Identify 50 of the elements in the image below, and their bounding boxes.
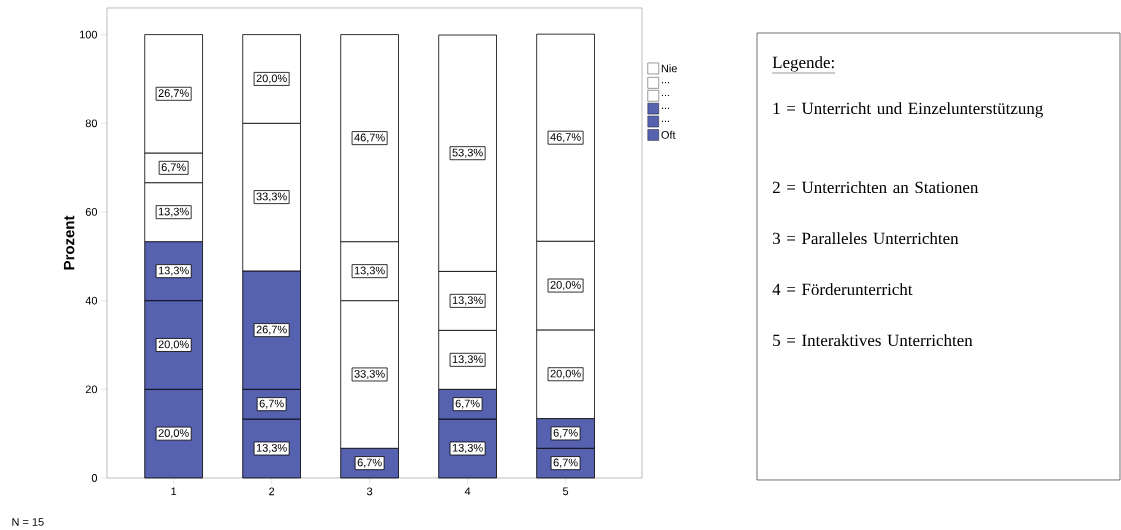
x-tick-label: 1 xyxy=(171,487,177,496)
x-tick-label: 2 xyxy=(269,487,275,496)
data-label: 26,7% xyxy=(158,89,189,99)
text: Legende: xyxy=(772,56,834,72)
data-label: 20,0% xyxy=(158,429,189,439)
data-label: 13,3% xyxy=(256,443,287,454)
data-label: 6,7% xyxy=(553,428,578,438)
text: 5 = Interaktives Unterrichten xyxy=(773,334,973,347)
data-label: 6,7% xyxy=(259,399,284,409)
data-label: 6,7% xyxy=(161,163,186,173)
y-axis-title: Prozent xyxy=(63,215,75,270)
text: N = 15 xyxy=(12,518,44,526)
y-tick-label: 0 xyxy=(91,474,98,482)
data-label: 13,3% xyxy=(452,443,483,454)
data-label: 46,7% xyxy=(354,133,385,143)
data-label: 13,3% xyxy=(452,296,483,306)
y-tick-label: 40 xyxy=(85,296,98,305)
data-label: 53,3% xyxy=(452,148,483,158)
y-tick-label: 80 xyxy=(85,119,98,128)
text: 4 = Förderunterricht xyxy=(772,283,913,296)
data-label: 20,0% xyxy=(550,369,581,379)
data-label: 13,3% xyxy=(354,266,385,276)
data-label: 6,7% xyxy=(553,458,578,468)
data-label: 20,0% xyxy=(256,74,287,84)
text: 3 = Paralleles Unterrichten xyxy=(773,232,959,245)
data-label: 6,7% xyxy=(455,399,480,409)
data-label: 13,3% xyxy=(452,355,483,365)
text: 1 = Unterricht und Einzelunterstützung xyxy=(773,102,1043,118)
data-label: 20,0% xyxy=(550,281,581,291)
legend-label: ... xyxy=(661,120,670,122)
data-label: 33,3% xyxy=(256,192,287,202)
legend-label: Oft xyxy=(661,130,676,139)
data-label: 33,3% xyxy=(354,369,385,379)
y-tick-label: 100 xyxy=(80,30,98,39)
legend-label: ... xyxy=(661,94,670,97)
x-tick-label: 3 xyxy=(366,487,373,496)
legend-label: ... xyxy=(661,107,670,109)
data-label: 20,0% xyxy=(158,340,189,350)
data-label: 6,7% xyxy=(357,458,382,468)
text: 2 = Unterrichten an Stationen xyxy=(772,181,979,194)
y-tick-label: 60 xyxy=(85,208,98,216)
data-label: 13,3% xyxy=(158,266,189,276)
legend-label: Nie xyxy=(661,64,677,73)
x-tick-label: 4 xyxy=(464,487,471,496)
y-tick-label: 20 xyxy=(85,385,98,394)
data-label: 46,7% xyxy=(550,133,581,143)
data-label: 13,3% xyxy=(158,207,189,217)
x-tick-label: 5 xyxy=(562,487,569,496)
legend-label: ... xyxy=(661,82,670,84)
data-label: 26,7% xyxy=(256,325,287,335)
